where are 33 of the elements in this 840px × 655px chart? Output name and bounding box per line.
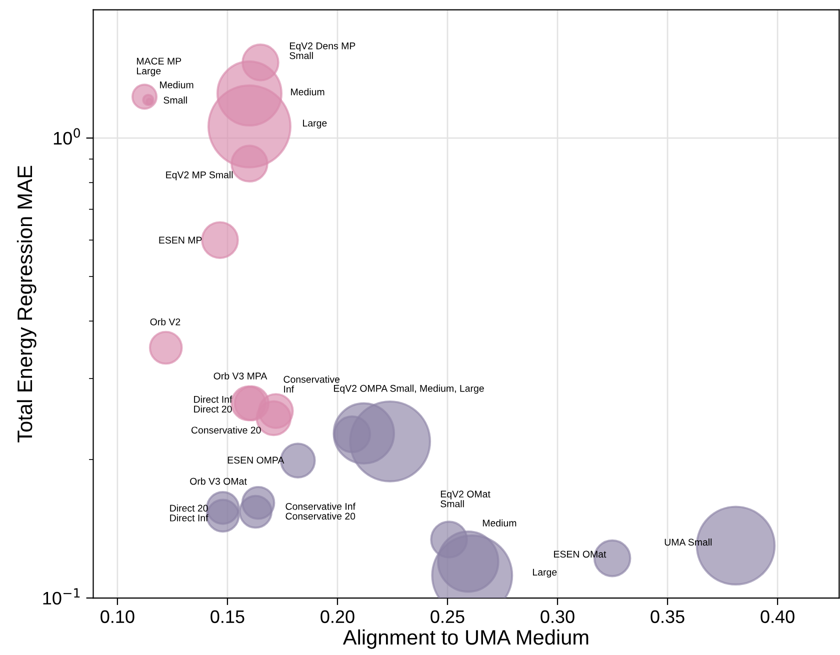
y-axis-title: Total Energy Regression MAE [16, 166, 36, 442]
x-tick-label: 0.25 [430, 610, 464, 624]
x-tick-label: 0.20 [320, 610, 354, 624]
annotation: Direct Inf Direct 20 [194, 396, 232, 413]
annotation: Conservative 20 [191, 426, 261, 434]
annotation: Medium [482, 519, 516, 527]
annotation: Small [164, 96, 187, 104]
y-tick-label: 10$^{0}$ [54, 128, 80, 145]
annotation: Medium [160, 81, 194, 88]
annotation: EqV2 OMPA Small, Medium, Large [334, 384, 484, 394]
x-tick-label: 0.30 [540, 610, 574, 624]
annotation: Direct 20 Direct Inf [170, 504, 208, 522]
annotation: Orb V3 OMat [190, 478, 247, 485]
annotation: EqV2 MP Small [166, 171, 233, 180]
annotation: ESEN OMPA [228, 456, 284, 464]
annotation: Large [303, 120, 327, 128]
x-tick-label: 0.40 [760, 610, 794, 624]
annotation: MACE MP Large [137, 58, 182, 76]
annotation: Medium [291, 88, 324, 96]
x-axis-title: Alignment to UMA Medium [342, 629, 588, 649]
y-tick-label: 10$^{−1}$ [43, 588, 80, 605]
annotation: Orb V2 [150, 318, 180, 326]
x-tick-label: 0.10 [100, 610, 134, 624]
annotation: UMA Small [664, 538, 712, 546]
x-tick-label: 0.35 [650, 610, 684, 624]
annotation: ESEN MP [159, 236, 202, 244]
annotation: ESEN OMat [554, 550, 606, 558]
annotation: EqV2 Dens MP Small [290, 42, 356, 60]
x-tick-label: 0.15 [210, 610, 244, 624]
annotation: Large [533, 568, 557, 578]
annotation: Orb V3 MPA [214, 372, 268, 380]
annotation: EqV2 OMat Small [440, 490, 490, 508]
annotation: Conservative Inf Conservative 20 [286, 502, 356, 520]
